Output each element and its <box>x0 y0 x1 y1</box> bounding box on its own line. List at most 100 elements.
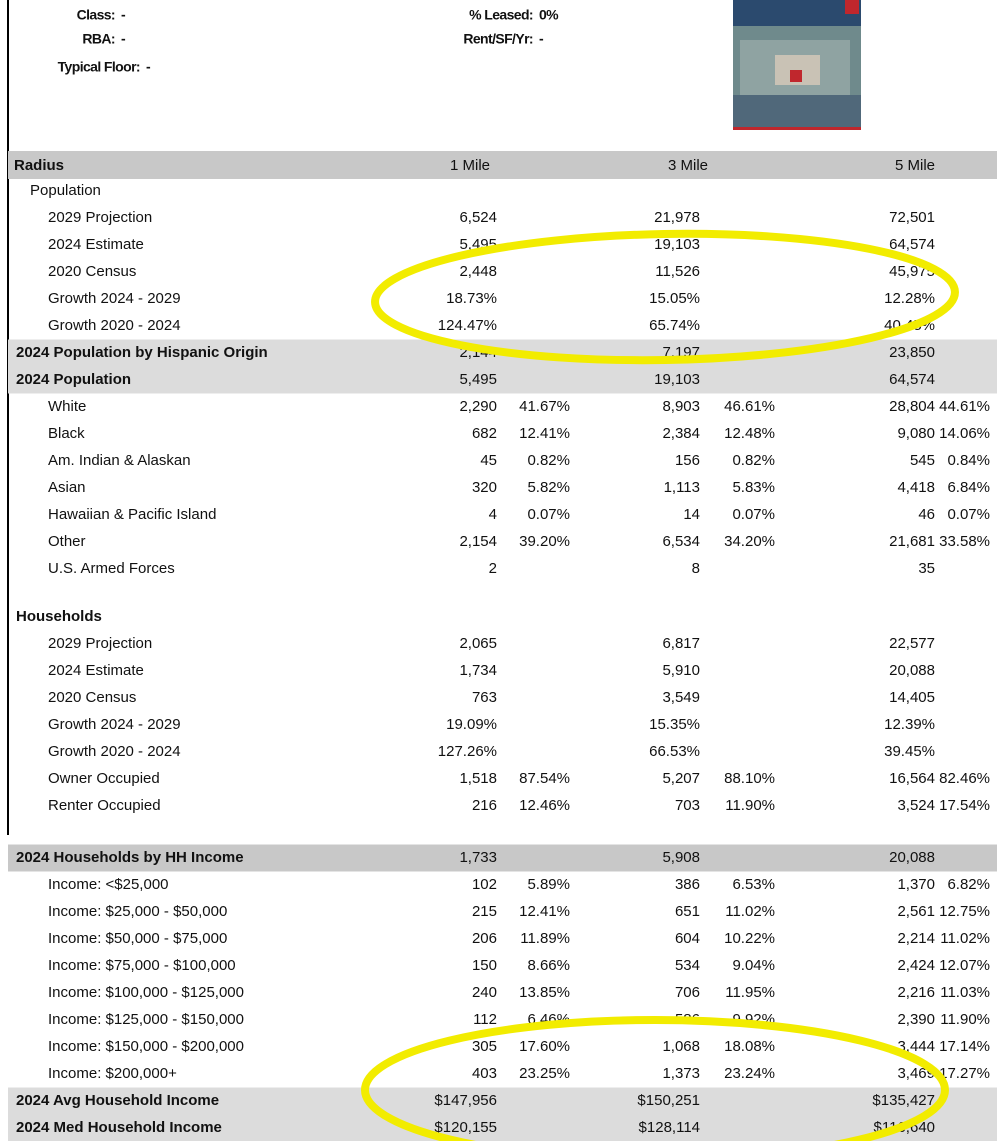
value-cell: 18.73% <box>446 290 497 307</box>
value-cell: 23,850 <box>889 344 935 361</box>
percent-cell: 12.07% <box>939 957 990 974</box>
value-cell: $147,956 <box>434 1092 497 1109</box>
row-label: Income: $25,000 - $50,000 <box>48 903 227 920</box>
row-label: Am. Indian & Alaskan <box>48 452 191 469</box>
value-cell: 5,910 <box>662 662 700 679</box>
value-cell: 6,524 <box>459 209 497 226</box>
value-cell: 21,978 <box>654 209 700 226</box>
field-value: - <box>539 31 544 47</box>
value-cell: 6,817 <box>662 635 700 652</box>
value-cell: 1,734 <box>459 662 497 679</box>
value-cell: 19.09% <box>446 716 497 733</box>
percent-cell: 12.46% <box>519 797 570 814</box>
row-label: Income: $200,000+ <box>48 1065 177 1082</box>
row-label: 2024 Population by Hispanic Origin <box>16 344 268 361</box>
percent-cell: 12.48% <box>724 425 775 442</box>
value-cell: 305 <box>472 1038 497 1055</box>
value-cell: 66.53% <box>649 743 700 760</box>
value-cell: 8,903 <box>662 398 700 415</box>
value-cell: 5,908 <box>662 849 700 866</box>
value-cell: 20,088 <box>889 662 935 679</box>
cover-image <box>733 0 861 130</box>
value-cell: 1,518 <box>459 770 497 787</box>
percent-cell: 23.25% <box>519 1065 570 1082</box>
percent-cell: 11.02% <box>940 930 990 947</box>
row-label: 2024 Avg Household Income <box>16 1092 219 1109</box>
value-cell: 2 <box>489 560 497 577</box>
value-cell: 5,207 <box>662 770 700 787</box>
percent-cell: 11.90% <box>940 1011 990 1028</box>
percent-cell: 0.07% <box>527 506 570 523</box>
percent-cell: 0.82% <box>732 452 775 469</box>
value-cell: 3,524 <box>897 797 935 814</box>
row-label: Growth 2024 - 2029 <box>48 290 181 307</box>
value-cell: 14 <box>683 506 700 523</box>
value-cell: 14,405 <box>889 689 935 706</box>
percent-cell: 41.67% <box>519 398 570 415</box>
value-cell: 19,103 <box>654 236 700 253</box>
value-cell: 240 <box>472 984 497 1001</box>
column-header: 5 Mile <box>895 157 935 174</box>
percent-cell: 34.20% <box>724 533 775 550</box>
value-cell: 2,290 <box>459 398 497 415</box>
percent-cell: 0.07% <box>732 506 775 523</box>
column-header: 3 Mile <box>668 157 708 174</box>
percent-cell: 6.84% <box>947 479 990 496</box>
value-cell: 534 <box>675 957 700 974</box>
value-cell: 20,088 <box>889 849 935 866</box>
row-label: 2024 Households by HH Income <box>16 849 244 866</box>
value-cell: 2,424 <box>897 957 935 974</box>
percent-cell: 11.89% <box>520 930 570 947</box>
value-cell: 64,574 <box>889 236 935 253</box>
value-cell: 4,418 <box>897 479 935 496</box>
percent-cell: 5.83% <box>732 479 775 496</box>
row-label: Growth 2020 - 2024 <box>48 743 181 760</box>
value-cell: 65.74% <box>649 317 700 334</box>
percent-cell: 5.89% <box>527 876 570 893</box>
value-cell: 1,068 <box>662 1038 700 1055</box>
value-cell: 112 <box>473 1011 497 1028</box>
row-label: Other <box>48 533 86 550</box>
percent-cell: 11.02% <box>725 903 775 920</box>
field-value: - <box>121 7 126 23</box>
value-cell: 386 <box>675 876 700 893</box>
percent-cell: 17.54% <box>939 797 990 814</box>
value-cell: 2,214 <box>897 930 935 947</box>
row-label: Households <box>16 608 102 625</box>
percent-cell: 8.66% <box>527 957 570 974</box>
value-cell: 4 <box>489 506 497 523</box>
field-label: Class: <box>77 7 115 23</box>
value-cell: 2,561 <box>897 903 935 920</box>
row-label: 2024 Med Household Income <box>16 1119 222 1136</box>
value-cell: 16,564 <box>889 770 935 787</box>
value-cell: 763 <box>472 689 497 706</box>
percent-cell: 17.60% <box>519 1038 570 1055</box>
percent-cell: 44.61% <box>939 398 990 415</box>
field-value: - <box>121 31 126 47</box>
value-cell: 604 <box>675 930 700 947</box>
page: Class:-RBA:-Typical Floor:-% Leased:0%Re… <box>0 0 997 1141</box>
value-cell: 124.47% <box>438 317 497 334</box>
percent-cell: 46.61% <box>724 398 775 415</box>
value-cell: 2,384 <box>662 425 700 442</box>
row-label: Owner Occupied <box>48 770 160 787</box>
row-label: Income: $50,000 - $75,000 <box>48 930 227 947</box>
value-cell: 35 <box>918 560 935 577</box>
percent-cell: 10.22% <box>724 930 775 947</box>
value-cell: 545 <box>910 452 935 469</box>
value-cell: 22,577 <box>889 635 935 652</box>
row-label: 2024 Estimate <box>48 662 144 679</box>
value-cell: 127.26% <box>438 743 497 760</box>
value-cell: 706 <box>675 984 700 1001</box>
percent-cell: 12.41% <box>519 903 570 920</box>
row-label: 2024 Estimate <box>48 236 144 253</box>
field-label: % Leased: <box>469 7 533 23</box>
percent-cell: 11.95% <box>725 984 775 1001</box>
percent-cell: 9.04% <box>732 957 775 974</box>
percent-cell: 12.41% <box>519 425 570 442</box>
percent-cell: 12.75% <box>939 903 990 920</box>
value-cell: 21,681 <box>889 533 935 550</box>
value-cell: 2,390 <box>897 1011 935 1028</box>
percent-cell: 6.82% <box>947 876 990 893</box>
field-label: Typical Floor: <box>58 59 140 75</box>
